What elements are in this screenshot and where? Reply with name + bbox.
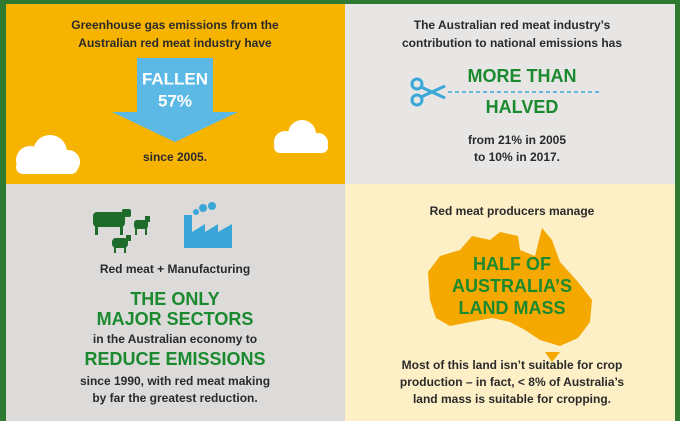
detail-line: from 21% in 2005 — [468, 133, 566, 147]
intro-line: contribution to national emissions has — [402, 36, 622, 50]
headline: MORE THAN — [468, 66, 577, 86]
headline: THE ONLY — [130, 289, 219, 309]
intro-line: The Australian red meat industry’s — [414, 18, 611, 32]
detail-line: land mass is suitable for cropping. — [413, 392, 611, 406]
intro-line: Australian red meat industry have — [78, 36, 272, 50]
detail-line: by far the greatest reduction. — [92, 391, 257, 405]
headline: MAJOR SECTORS — [97, 309, 254, 329]
down-arrow — [112, 58, 238, 142]
headline: AUSTRALIA’S — [452, 276, 572, 296]
panel-national — [345, 4, 675, 184]
livestock-icon — [93, 209, 150, 253]
since-text: since 2005. — [143, 150, 207, 164]
cloud — [274, 120, 328, 153]
intro-line: Greenhouse gas emissions from the — [71, 18, 279, 32]
detail-line: since 1990, with red meat making — [80, 374, 270, 388]
headline: HALF OF — [473, 254, 551, 274]
factory-icon — [184, 202, 232, 248]
headline: HALVED — [486, 97, 559, 117]
headline: REDUCE EMISSIONS — [84, 349, 265, 369]
detail-line: production – in fact, < 8% of Australia’… — [400, 375, 624, 389]
middle-text: in the Australian economy to — [93, 332, 257, 346]
cloud — [16, 135, 80, 174]
detail-line: to 10% in 2017. — [474, 150, 560, 164]
sectors-label: Red meat + Manufacturing — [100, 262, 250, 276]
arrow-text: FALLEN — [142, 69, 208, 88]
detail-line: Most of this land isn’t suitable for cro… — [402, 358, 623, 372]
australia-map — [428, 228, 592, 346]
panel-sectors — [6, 184, 345, 421]
land-intro: Red meat producers manage — [430, 204, 595, 218]
headline: LAND MASS — [459, 298, 566, 318]
scissors-icon — [410, 77, 446, 107]
tasmania — [545, 352, 560, 362]
arrow-text: 57% — [158, 91, 192, 110]
